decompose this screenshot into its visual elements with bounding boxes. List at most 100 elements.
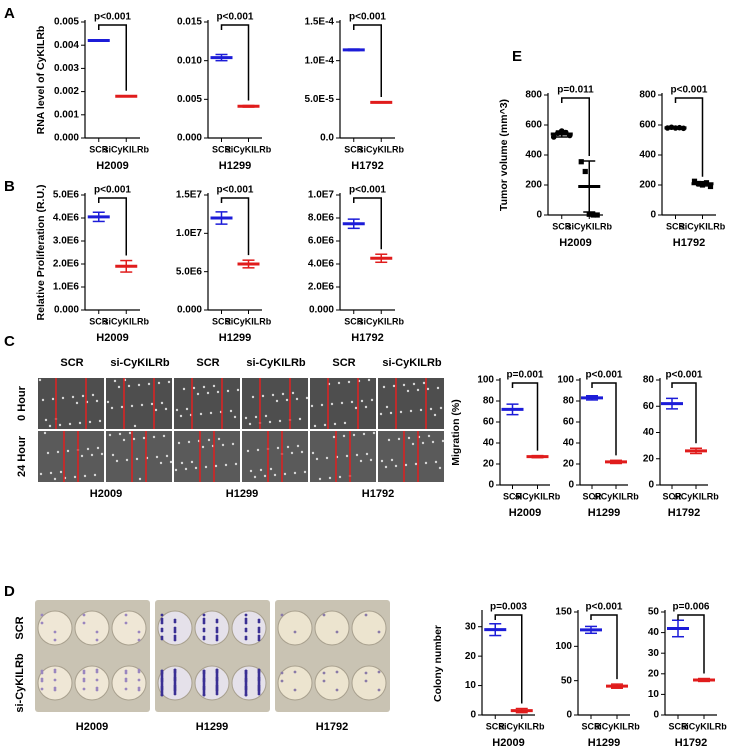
colony [160, 629, 164, 633]
cell-speck [204, 465, 208, 469]
cell-speck [390, 458, 394, 462]
y-axis-title: Relative Proliferation (R.U.) [35, 185, 47, 321]
annotation: p<0.001 [586, 370, 623, 381]
colony [202, 669, 206, 673]
x-tick-label: siCyKILRb [673, 491, 719, 501]
colony [160, 685, 164, 689]
cell-speck [271, 393, 275, 397]
row-label: si-CyKILRb [14, 653, 26, 713]
y-tick-label: 0.000 [177, 305, 202, 316]
y-tick-label: 0.005 [54, 17, 79, 28]
annotation: p<0.001 [217, 12, 254, 23]
cell-speck [190, 460, 194, 464]
colony [124, 677, 128, 681]
cell-speck [362, 432, 366, 436]
annotation: p<0.001 [94, 185, 131, 196]
cell-speck [399, 410, 403, 414]
cell-speck [184, 467, 188, 471]
cell-speck [206, 391, 210, 395]
well [37, 610, 73, 646]
colony [257, 636, 261, 640]
y-tick-label: 100 [555, 641, 572, 652]
cell-speck [337, 381, 341, 385]
cell-speck [315, 457, 319, 461]
cell-speck [117, 385, 121, 389]
colony [244, 619, 248, 623]
x-tick-label: SCR [503, 491, 523, 501]
y-tick-label: 0 [488, 480, 494, 491]
wound-photo [242, 378, 308, 429]
cell-speck [212, 384, 216, 388]
colony [257, 638, 261, 642]
cell-speck [359, 459, 363, 463]
cell-speck [207, 438, 211, 442]
annotation: p<0.001 [94, 12, 131, 23]
colony [173, 684, 177, 688]
colony [137, 638, 141, 642]
cell-speck [311, 451, 315, 455]
colony [257, 680, 261, 684]
y-axis-title: RNA level of CyKILRb [35, 26, 47, 135]
y-tick-label: 0.015 [177, 17, 202, 28]
colony [160, 619, 164, 623]
y-tick-label: 30 [465, 621, 477, 632]
cell-speck [175, 408, 179, 412]
colony [53, 678, 57, 682]
cell-speck [125, 458, 129, 462]
column-label: si-CyKILRb [246, 357, 306, 369]
cell-speck [369, 458, 373, 462]
cell-line-label: H1792 [316, 721, 348, 733]
cell-speck [318, 477, 322, 481]
cell-speck [394, 464, 398, 468]
data-point [672, 125, 679, 131]
y-tick-label: 100 [557, 375, 574, 386]
colony [202, 673, 206, 677]
cell-speck [130, 404, 134, 408]
colony [202, 685, 206, 689]
y-tick-label: 0.005 [177, 94, 202, 105]
colony [244, 675, 248, 679]
significance-bracket [98, 24, 127, 91]
y-tick-label: 3.0E6 [53, 236, 80, 247]
well [314, 610, 350, 646]
colony [257, 620, 261, 624]
well [314, 665, 350, 701]
colony [215, 674, 219, 678]
cell-speck [83, 474, 87, 478]
y-tick-label: 5.0E-5 [305, 94, 335, 105]
cell-speck [96, 446, 100, 450]
x-tick-label: SCR [668, 721, 688, 731]
cell-speck [261, 394, 265, 398]
x-axis-title: H1299 [219, 160, 251, 172]
colony [173, 636, 177, 640]
colony [215, 688, 219, 692]
colony [53, 638, 57, 642]
cell-speck [354, 406, 358, 410]
colony [173, 638, 177, 642]
colony [244, 635, 248, 639]
y-tick-label: 0 [566, 710, 572, 721]
cell-speck [350, 400, 354, 404]
cell-speck [372, 431, 376, 435]
cell-speck [234, 462, 238, 466]
significance-bracket [98, 197, 127, 256]
y-tick-label: 1.5E-4 [305, 17, 335, 28]
cell-speck [185, 407, 189, 411]
cell-speck [340, 401, 344, 405]
x-tick-label: siCyKILRb [515, 491, 561, 501]
colony [53, 686, 57, 690]
cell-speck [177, 441, 181, 445]
colony [173, 634, 177, 638]
colony [160, 613, 164, 617]
cell-speck [90, 453, 94, 457]
colony [53, 630, 57, 634]
colony [244, 617, 248, 621]
y-tick-label: 0.003 [54, 63, 79, 74]
panel-letter: A [4, 5, 15, 22]
x-tick-label: SCR [89, 316, 109, 326]
cell-speck [194, 466, 198, 470]
colony [257, 618, 261, 622]
